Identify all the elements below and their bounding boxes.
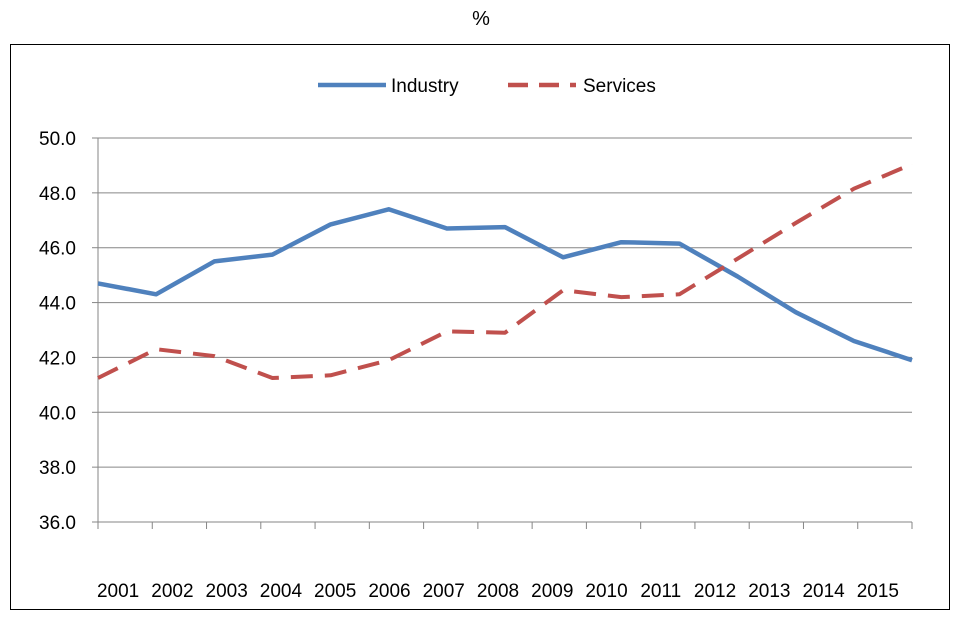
y-tick-label: 40.0 xyxy=(39,403,76,424)
legend-label-services: Services xyxy=(583,76,656,97)
y-axis-ticks: 36.0 38.0 40.0 42.0 44.0 46.0 48.0 50.0 xyxy=(39,129,98,534)
x-tick-label: 2008 xyxy=(477,581,519,602)
x-tick-label: 2001 xyxy=(97,581,139,602)
x-tick-label: 2012 xyxy=(694,581,736,602)
chart-title: % xyxy=(472,8,490,30)
y-tick-label: 48.0 xyxy=(39,184,76,205)
x-tick-label: 2003 xyxy=(206,581,248,602)
x-tick-label: 2009 xyxy=(531,581,573,602)
x-tick-label: 2010 xyxy=(585,581,627,602)
x-tick-label: 2011 xyxy=(640,581,681,602)
legend: Industry Services xyxy=(318,76,656,97)
gridlines xyxy=(98,137,912,523)
y-tick-label: 36.0 xyxy=(39,513,76,534)
series-lines xyxy=(97,162,913,380)
chart-frame xyxy=(10,44,950,610)
legend-label-industry: Industry xyxy=(391,76,459,97)
x-tick-label: 2007 xyxy=(423,581,465,602)
y-tick-label: 50.0 xyxy=(39,129,76,150)
series-line-industry xyxy=(97,207,913,363)
x-tick-label: 2013 xyxy=(748,581,790,602)
x-tick-label: 2002 xyxy=(151,581,193,602)
x-axis-ticks: 2001 2002 2003 2004 2005 2006 2007 2008 2009 2010… xyxy=(97,522,913,602)
series-line-services xyxy=(97,162,913,380)
x-tick-label: 2004 xyxy=(260,581,303,602)
x-tick-label: 2006 xyxy=(368,581,410,602)
y-tick-label: 42.0 xyxy=(39,348,76,369)
axes xyxy=(97,138,912,523)
x-tick-label: 2005 xyxy=(314,581,356,602)
x-tick-label: 2014 xyxy=(802,581,845,602)
y-tick-label: 46.0 xyxy=(39,239,76,260)
x-tick-label: 2015 xyxy=(857,581,899,602)
y-tick-label: 38.0 xyxy=(39,458,76,479)
y-tick-label: 44.0 xyxy=(39,294,76,315)
